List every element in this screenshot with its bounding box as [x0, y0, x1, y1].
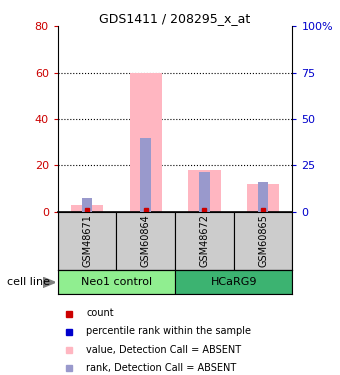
Bar [175, 212, 234, 270]
Bar [130, 73, 162, 212]
Bar [258, 182, 268, 212]
Bar [71, 205, 103, 212]
Text: percentile rank within the sample: percentile rank within the sample [86, 327, 251, 336]
Bar [140, 138, 151, 212]
Bar [116, 212, 175, 270]
Text: GSM48671: GSM48671 [82, 214, 92, 267]
Bar [234, 212, 292, 270]
Text: GSM60864: GSM60864 [141, 214, 151, 267]
Bar [188, 170, 221, 212]
Text: Neo1 control: Neo1 control [81, 277, 152, 287]
Bar [82, 198, 92, 212]
Text: rank, Detection Call = ABSENT: rank, Detection Call = ABSENT [86, 363, 236, 372]
Text: count: count [86, 309, 114, 318]
Text: GSM48672: GSM48672 [200, 214, 209, 267]
Bar [58, 270, 175, 294]
Polygon shape [42, 277, 55, 288]
Text: value, Detection Call = ABSENT: value, Detection Call = ABSENT [86, 345, 241, 354]
Bar [175, 270, 292, 294]
Bar [247, 184, 279, 212]
Text: cell line: cell line [7, 278, 50, 287]
Text: HCaRG9: HCaRG9 [210, 277, 257, 287]
Title: GDS1411 / 208295_x_at: GDS1411 / 208295_x_at [100, 12, 251, 25]
Bar [199, 172, 210, 212]
Text: GSM60865: GSM60865 [258, 214, 268, 267]
Bar [58, 212, 116, 270]
